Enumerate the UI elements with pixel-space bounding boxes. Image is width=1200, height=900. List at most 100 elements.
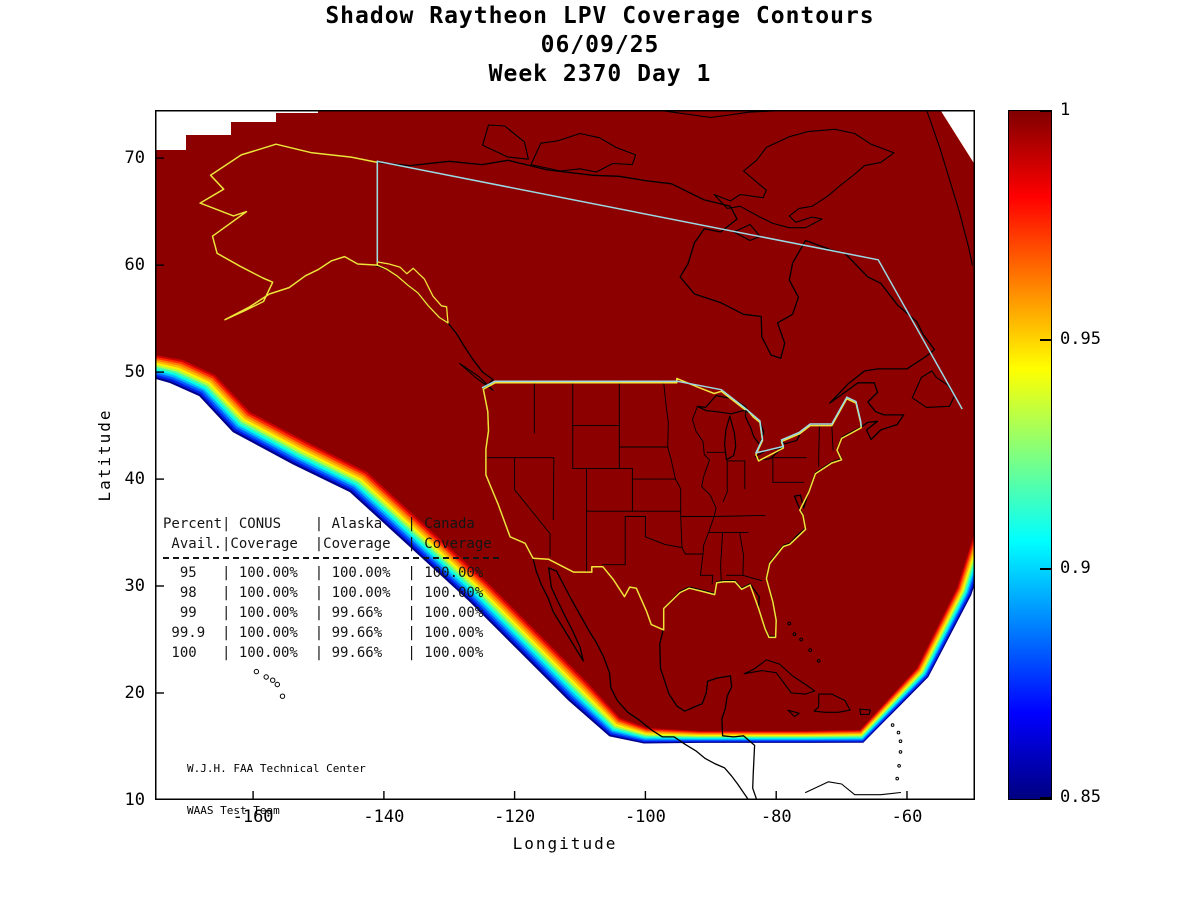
great-lake-outline <box>696 395 748 415</box>
alaska-outline <box>199 143 379 321</box>
coverage-table-header-line: Percent| CONUS | Alaska | Canada <box>163 516 475 532</box>
island-outline <box>482 124 529 160</box>
coverage-table: Percent| CONUS | Alaska | Canada Avail.|… <box>163 514 499 663</box>
island-dot <box>808 648 813 653</box>
state-border <box>720 532 724 584</box>
island-outline <box>813 693 851 713</box>
coverage-contour-bands <box>155 110 975 744</box>
x-tick-label: -120 <box>494 807 536 827</box>
island-outline <box>713 128 895 229</box>
y-tick-label: 70 <box>124 148 145 169</box>
x-tick-label: -80 <box>760 807 792 827</box>
state-border <box>663 382 669 448</box>
state-border <box>692 406 704 443</box>
title-block: Shadow Raytheon LPV Coverage Contours 06… <box>0 2 1200 89</box>
island-outline <box>911 370 956 408</box>
state-border <box>644 536 682 548</box>
chart-title: Shadow Raytheon LPV Coverage Contours <box>325 3 875 29</box>
x-tick-label: -160 <box>232 807 274 827</box>
y-tick-label: 30 <box>124 576 145 597</box>
credit-text: W.J.H. FAA Technical Center WAAS Test Te… <box>187 734 366 846</box>
colorbar-tick-mark <box>1039 797 1051 799</box>
colorbar-tick-label: 0.9 <box>1060 558 1091 578</box>
service-boundary <box>481 380 862 454</box>
credit-line-2: WAAS Test Team <box>187 804 280 817</box>
great-lake-outline <box>724 415 737 461</box>
island-dot <box>816 659 821 663</box>
state-borders <box>486 382 834 585</box>
coastline-fragment <box>926 110 973 266</box>
plot-area: Percent| CONUS | Alaska | Canada Avail.|… <box>155 110 975 817</box>
colorbar-tick-label: 0.95 <box>1060 329 1101 349</box>
island-dot <box>274 681 281 688</box>
y-tick-label: 60 <box>124 255 145 276</box>
coverage-table-row: 98 | 100.00% | 100.00% | 100.00% <box>163 585 484 601</box>
state-border <box>680 516 704 555</box>
x-tick-label: -60 <box>891 807 923 827</box>
island-dot <box>270 677 276 683</box>
island-dot <box>279 693 286 699</box>
state-border <box>722 460 728 502</box>
chart-date: 06/09/25 <box>540 32 660 58</box>
state-border <box>713 514 766 517</box>
state-border <box>514 457 551 557</box>
island-outline <box>459 362 494 391</box>
island-dot <box>799 637 803 642</box>
island-dot <box>787 621 792 626</box>
x-axis-label: Longitude <box>512 834 618 853</box>
chart-week-day: Week 2370 Day 1 <box>488 61 712 87</box>
y-tick-label: 10 <box>124 790 145 810</box>
island-outline <box>530 132 637 173</box>
island-dot <box>253 668 260 675</box>
colorbar <box>1008 110 1052 800</box>
state-border <box>667 446 676 480</box>
x-tick-label: -100 <box>624 807 666 827</box>
island-dot <box>895 776 900 781</box>
state-border <box>699 553 714 585</box>
map-svg <box>155 110 975 800</box>
plot-frame <box>155 110 975 800</box>
island-dot <box>263 674 269 680</box>
credit-line-1: W.J.H. FAA Technical Center <box>187 762 366 775</box>
island-outline <box>787 709 800 718</box>
state-border <box>831 425 834 451</box>
state-border <box>701 441 717 517</box>
coverage-table-header-line: Avail.|Coverage |Coverage | Coverage <box>163 536 492 552</box>
state-border <box>675 478 682 517</box>
colorbar-tick-label: 1 <box>1060 100 1071 120</box>
coverage-table-row: 99 | 100.00% | 99.66% | 100.00% <box>163 605 484 621</box>
coastline-fragment <box>805 781 902 796</box>
service-boundary <box>376 160 963 410</box>
alaska-panhandle-border <box>376 261 449 324</box>
colorbar-tick-mark <box>1039 110 1051 112</box>
y-tick-label: 40 <box>124 469 145 490</box>
y-tick-label: 20 <box>124 683 145 704</box>
island-dot <box>898 750 903 754</box>
coastline-east <box>209 143 936 800</box>
colorbar-tick-mark <box>1039 568 1051 570</box>
cyan-border-lines <box>376 160 963 454</box>
full-coverage-region <box>155 110 975 731</box>
y-tick-label: 50 <box>124 362 145 383</box>
island-dot <box>792 632 797 637</box>
state-border <box>742 574 763 582</box>
island-dot <box>898 739 903 744</box>
coverage-table-row: 95 | 100.00% | 100.00% | 100.00% <box>163 565 484 581</box>
colorbar-tick-mark <box>1039 339 1051 341</box>
state-border <box>818 425 820 467</box>
state-border <box>552 457 555 521</box>
x-tick-label: -140 <box>363 807 405 827</box>
y-axis-label: Latitude <box>95 408 114 502</box>
island-outline <box>743 659 816 695</box>
island-dot <box>890 723 895 727</box>
state-border <box>739 532 744 576</box>
state-border <box>702 516 715 555</box>
island-outline <box>859 708 871 715</box>
colorbar-tick-label: 0.85 <box>1060 787 1101 807</box>
coverage-table-row: 100 | 100.00% | 99.66% | 100.00% <box>163 645 484 661</box>
alaska-panhandle-coast <box>376 264 449 324</box>
island-dot <box>897 764 901 768</box>
table-separator <box>163 557 499 559</box>
coverage-table-row: 99.9 | 100.00% | 99.66% | 100.00% <box>163 625 484 641</box>
